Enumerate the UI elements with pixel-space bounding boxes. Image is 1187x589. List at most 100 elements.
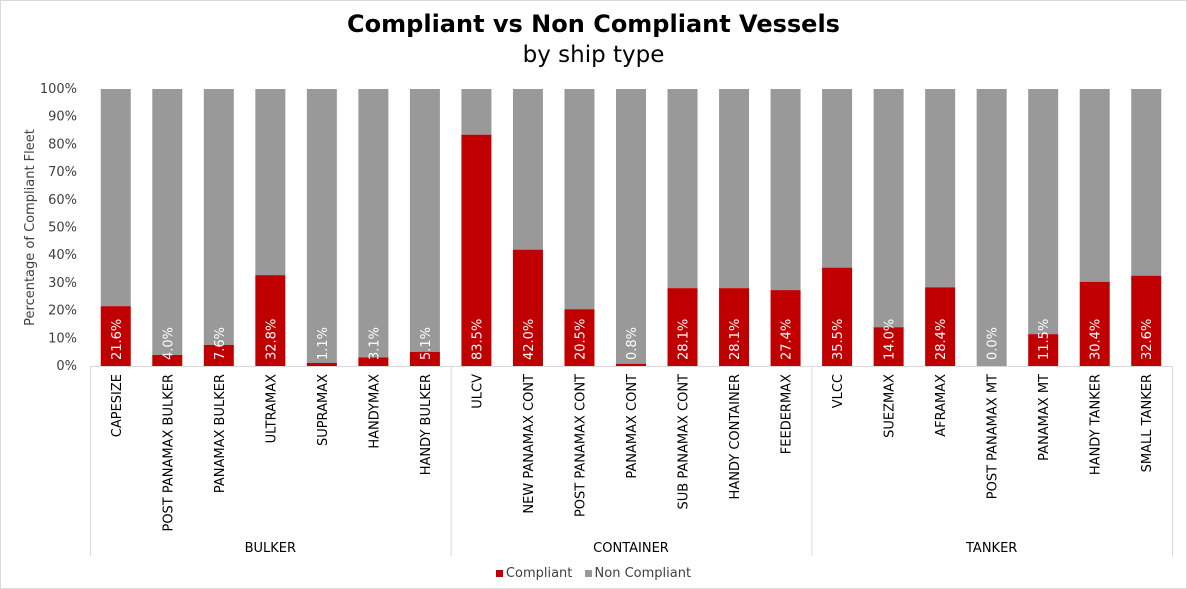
bar-non-compliant (461, 89, 492, 135)
data-label: 30.4% (1089, 319, 1104, 360)
data-label: 11.5% (1037, 319, 1052, 360)
bar-non-compliant (255, 89, 286, 276)
bar-non-compliant (667, 89, 698, 289)
bar-non-compliant (358, 89, 389, 358)
bar-non-compliant (152, 89, 183, 355)
x-tick-label: SUB PANAMAX CONT (677, 374, 692, 510)
bar-compliant (512, 249, 543, 366)
legend: Compliant Non Compliant (0, 566, 1187, 581)
data-label: 28.1% (677, 319, 692, 360)
legend-item-non-compliant: Non Compliant (584, 566, 691, 581)
bar-compliant (822, 267, 853, 366)
x-tick-label: VLCC (831, 374, 846, 408)
bar-compliant (203, 344, 234, 366)
bar-compliant (719, 288, 750, 366)
chart-subtitle: by ship type (522, 42, 665, 68)
x-tick-label: ULCV (470, 374, 485, 409)
bar-non-compliant (873, 89, 904, 328)
legend-label-compliant: Compliant (505, 566, 573, 581)
x-tick-label: POST PANAMAX BULKER (161, 374, 176, 532)
y-tick-label: 30% (48, 276, 77, 291)
group-label: BULKER (245, 541, 296, 556)
y-tick-label: 50% (48, 221, 77, 236)
y-tick-label: 100% (40, 82, 77, 97)
bar-compliant (306, 362, 337, 366)
x-tick-label: PANAMAX CONT (625, 374, 640, 479)
y-axis-label: Percentage of Compliant Fleet (23, 129, 38, 326)
y-tick-label: 90% (48, 110, 77, 125)
x-tick-label: AFRAMAX (934, 374, 949, 437)
data-label: 1.1% (316, 327, 331, 360)
bar-compliant (358, 357, 389, 366)
x-tick-label: SUPRAMAX (316, 374, 331, 446)
group-label: CONTAINER (593, 541, 669, 556)
x-tick-label: SMALL TANKER (1140, 374, 1155, 472)
bar-non-compliant (512, 89, 543, 250)
x-tick-label: FEEDERMAX (780, 374, 795, 454)
x-tick-label: ULTRAMAX (264, 374, 279, 443)
data-label: 0.8% (625, 327, 640, 360)
y-tick-label: 20% (48, 304, 77, 319)
x-tick-label: PANAMAX MT (1037, 374, 1052, 461)
bar-non-compliant (822, 89, 853, 268)
bar-compliant (925, 287, 956, 366)
data-label: 14.0% (883, 319, 898, 360)
group-label: TANKER (965, 541, 1017, 556)
data-label: 20.5% (573, 319, 588, 360)
bar-compliant (152, 354, 183, 366)
bar-non-compliant (925, 89, 956, 288)
data-label: 32.6% (1140, 319, 1155, 360)
data-label: 35.5% (831, 319, 846, 360)
data-label: 42.0% (522, 319, 537, 360)
bar-non-compliant (1131, 89, 1162, 276)
y-tick-label: 80% (48, 137, 77, 152)
bar-compliant (255, 275, 286, 366)
bar-compliant (1079, 281, 1110, 366)
bar-compliant (1028, 334, 1059, 366)
bar-non-compliant (719, 89, 750, 289)
bar-compliant (409, 351, 440, 366)
x-tick-label: PANAMAX BULKER (213, 374, 228, 493)
bar-non-compliant (306, 89, 337, 363)
bar-non-compliant (1028, 89, 1059, 335)
bar-compliant (616, 363, 646, 366)
bar-non-compliant (616, 89, 646, 364)
bar-compliant (873, 327, 904, 366)
bar-non-compliant (409, 89, 440, 352)
y-tick-label: 10% (48, 331, 77, 346)
legend-swatch-non-compliant (584, 570, 592, 577)
data-label: 21.6% (110, 319, 125, 360)
bar-compliant (100, 306, 131, 366)
x-tick-label: POST PANAMAX MT (986, 374, 1001, 499)
bar-non-compliant (770, 89, 801, 291)
x-tick-label: SUEZMAX (883, 374, 898, 438)
bar-compliant (770, 290, 801, 366)
bar-non-compliant (100, 89, 131, 307)
data-label: 4.0% (161, 327, 176, 360)
legend-swatch-compliant (495, 570, 503, 577)
data-label: 7.6% (213, 327, 228, 360)
bar-compliant (1131, 275, 1162, 366)
x-tick-label: HANDYMAX (367, 374, 382, 449)
x-tick-label: POST PANAMAX CONT (573, 374, 588, 517)
x-tick-label: NEW PANAMAX CONT (522, 374, 537, 514)
legend-item-compliant: Compliant (495, 566, 573, 581)
data-label: 83.5% (470, 319, 485, 360)
data-label: 28.4% (934, 319, 949, 360)
data-label: 5.1% (419, 327, 434, 360)
x-tick-label: HANDY BULKER (419, 374, 434, 475)
data-label: 28.1% (728, 319, 743, 360)
y-tick-label: 40% (48, 248, 77, 263)
bar-compliant (564, 309, 595, 366)
y-tick-label: 70% (48, 165, 77, 180)
data-label: 0.0% (986, 327, 1001, 360)
chart-title: Compliant vs Non Compliant Vessels (347, 10, 840, 38)
bar-non-compliant (203, 89, 234, 345)
bar-non-compliant (564, 89, 595, 310)
x-tick-label: HANDY CONTAINER (728, 374, 743, 499)
data-label: 27.4% (780, 319, 795, 360)
y-tick-label: 0% (56, 359, 77, 374)
x-tick-label: CAPESIZE (110, 374, 125, 437)
bar-non-compliant (976, 89, 1007, 366)
